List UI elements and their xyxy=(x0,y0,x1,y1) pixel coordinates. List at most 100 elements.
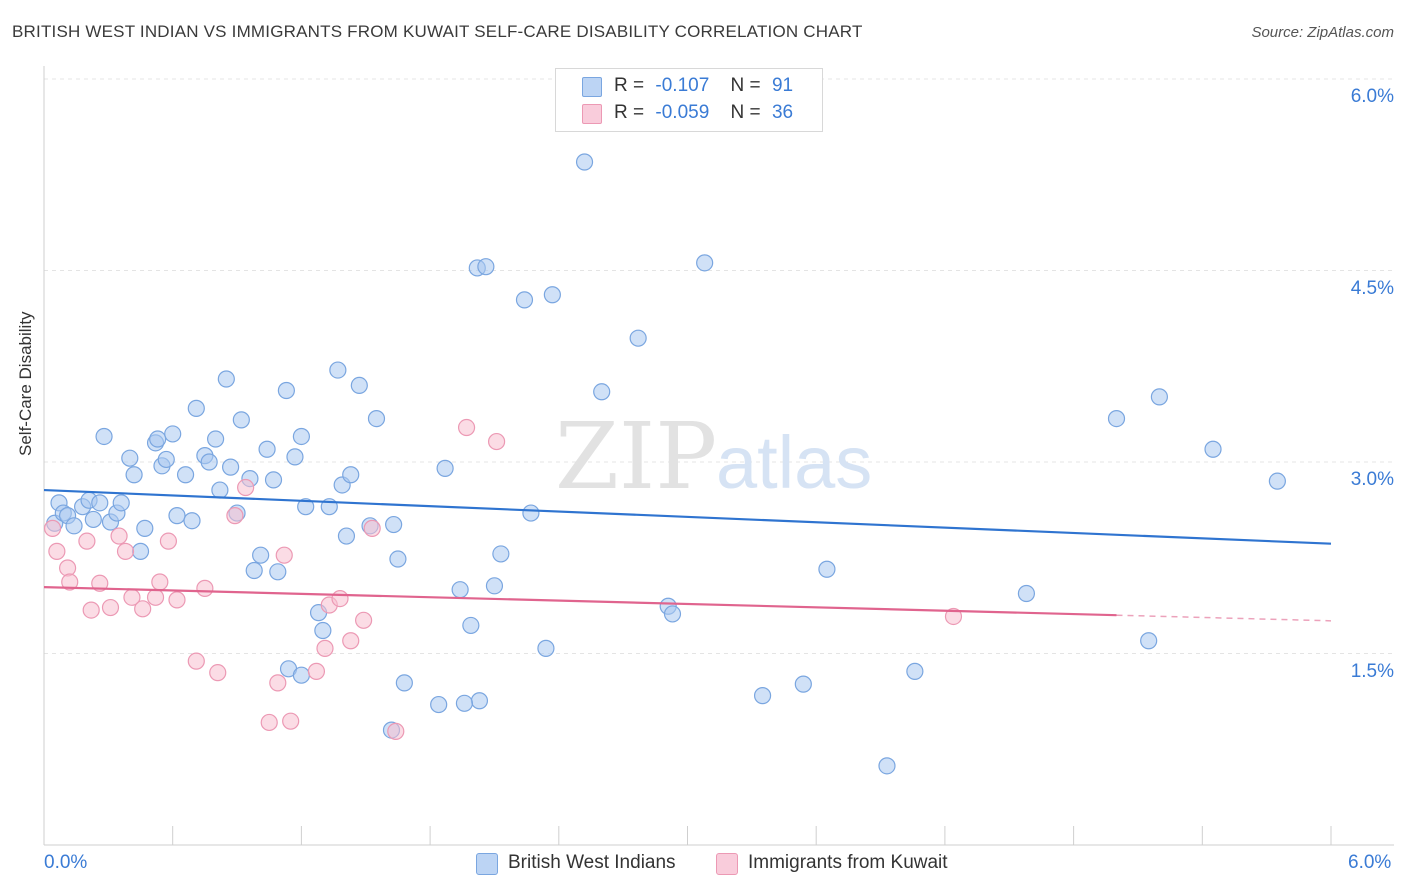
data-point-immigrants-from-kuwait xyxy=(159,532,178,550)
data-point-british-west-indians xyxy=(337,527,356,545)
data-point-british-west-indians xyxy=(342,466,360,484)
data-point-immigrants-from-kuwait xyxy=(187,652,205,670)
pink-swatch-icon xyxy=(716,853,738,875)
data-point-british-west-indians xyxy=(1140,632,1158,650)
data-point-immigrants-from-kuwait xyxy=(307,662,326,680)
zipatlas-watermark: ZIP atlas xyxy=(555,403,872,510)
data-point-immigrants-from-kuwait xyxy=(282,712,300,730)
data-point-british-west-indians xyxy=(200,453,218,471)
data-point-immigrants-from-kuwait xyxy=(316,639,334,657)
pink-swatch-icon xyxy=(582,104,602,124)
n-label: N = xyxy=(730,102,761,123)
data-point-british-west-indians xyxy=(65,517,83,535)
x-axis-max-label: 6.0% xyxy=(1348,852,1392,873)
legend-label: British West Indians xyxy=(508,852,676,873)
data-point-british-west-indians xyxy=(91,494,109,512)
data-point-british-west-indians xyxy=(462,616,480,635)
data-point-british-west-indians xyxy=(1150,388,1169,406)
data-point-british-west-indians xyxy=(131,542,150,560)
y-tick-label: 6.0% xyxy=(1350,86,1394,107)
data-point-immigrants-from-kuwait xyxy=(146,588,165,606)
data-point-british-west-indians xyxy=(436,459,454,477)
r-label: R = xyxy=(614,102,645,123)
data-point-immigrants-from-kuwait xyxy=(487,432,506,451)
data-point-immigrants-from-kuwait xyxy=(196,579,214,597)
data-point-immigrants-from-kuwait xyxy=(151,573,169,591)
data-point-immigrants-from-kuwait xyxy=(43,519,62,537)
data-point-british-west-indians xyxy=(430,695,448,714)
data-point-immigrants-from-kuwait xyxy=(209,664,227,682)
data-point-immigrants-from-kuwait xyxy=(82,601,100,619)
data-point-british-west-indians xyxy=(149,430,167,448)
data-point-immigrants-from-kuwait xyxy=(260,713,278,732)
data-point-immigrants-from-kuwait xyxy=(275,546,293,564)
data-point-british-west-indians xyxy=(245,561,263,580)
y-tick-label: 4.5% xyxy=(1350,278,1394,299)
data-point-british-west-indians xyxy=(395,674,413,692)
data-point-british-west-indians xyxy=(818,560,836,578)
data-point-british-west-indians xyxy=(112,494,130,512)
data-point-british-west-indians xyxy=(136,519,154,537)
data-point-british-west-indians xyxy=(84,510,102,529)
data-point-british-west-indians xyxy=(543,286,561,304)
y-axis-label: Self-Care Disability xyxy=(16,311,35,456)
data-point-immigrants-from-kuwait xyxy=(457,418,476,437)
data-point-british-west-indians xyxy=(1017,584,1036,603)
data-point-immigrants-from-kuwait xyxy=(58,559,77,577)
data-point-british-west-indians xyxy=(286,448,304,466)
data-point-british-west-indians xyxy=(183,512,201,530)
data-point-british-west-indians xyxy=(663,605,682,623)
data-point-british-west-indians xyxy=(477,258,495,276)
data-point-british-west-indians xyxy=(269,563,287,581)
data-point-immigrants-from-kuwait xyxy=(226,507,244,525)
data-point-british-west-indians xyxy=(121,449,139,467)
data-point-british-west-indians xyxy=(292,427,310,446)
data-point-immigrants-from-kuwait xyxy=(116,542,135,560)
data-point-immigrants-from-kuwait xyxy=(331,590,349,608)
data-point-british-west-indians xyxy=(350,376,368,394)
data-point-british-west-indians xyxy=(389,550,407,568)
data-point-british-west-indians xyxy=(207,430,225,448)
data-point-immigrants-from-kuwait xyxy=(363,519,381,537)
data-point-british-west-indians xyxy=(522,504,540,522)
r-value: -0.059 xyxy=(655,102,710,123)
data-point-british-west-indians xyxy=(95,427,113,446)
data-point-british-west-indians xyxy=(232,411,250,429)
n-label: N = xyxy=(730,75,761,96)
r-label: R = xyxy=(614,75,645,96)
correlation-legend: R = -0.107 N = 91 R = -0.059 N = 36 xyxy=(555,68,823,132)
data-point-british-west-indians xyxy=(470,692,489,710)
data-point-british-west-indians xyxy=(696,254,714,272)
data-point-british-west-indians xyxy=(252,546,270,564)
data-point-british-west-indians xyxy=(537,639,555,657)
data-point-immigrants-from-kuwait xyxy=(101,598,120,617)
data-point-british-west-indians xyxy=(878,757,896,775)
data-point-immigrants-from-kuwait xyxy=(61,573,79,591)
legend-label: Immigrants from Kuwait xyxy=(748,852,948,873)
data-point-british-west-indians xyxy=(906,662,924,680)
n-value: 91 xyxy=(771,75,794,96)
data-point-immigrants-from-kuwait xyxy=(110,527,128,545)
data-point-british-west-indians xyxy=(492,545,510,563)
data-point-immigrants-from-kuwait xyxy=(342,632,360,650)
data-point-immigrants-from-kuwait xyxy=(269,674,287,692)
data-point-immigrants-from-kuwait xyxy=(78,532,96,550)
data-point-immigrants-from-kuwait xyxy=(237,478,255,497)
data-point-british-west-indians xyxy=(593,383,611,401)
data-point-british-west-indians xyxy=(367,409,386,428)
y-tick-label: 3.0% xyxy=(1350,469,1394,490)
data-point-british-west-indians xyxy=(451,581,469,599)
data-point-immigrants-from-kuwait xyxy=(48,542,66,560)
data-point-british-west-indians xyxy=(125,466,143,484)
axes xyxy=(43,66,1394,846)
data-point-british-west-indians xyxy=(753,687,772,705)
data-point-british-west-indians xyxy=(329,361,347,379)
data-point-immigrants-from-kuwait xyxy=(134,600,152,618)
data-point-british-west-indians xyxy=(211,481,229,499)
data-point-british-west-indians xyxy=(1204,440,1222,458)
data-point-british-west-indians xyxy=(157,450,175,469)
series-immigrants-from-kuwait xyxy=(43,418,963,740)
data-point-british-west-indians xyxy=(176,466,195,484)
data-point-british-west-indians xyxy=(385,515,403,534)
n-value: 36 xyxy=(771,102,794,123)
